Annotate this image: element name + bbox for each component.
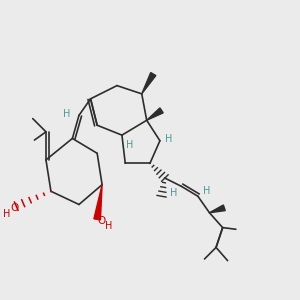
Polygon shape [142, 73, 156, 94]
Text: O: O [97, 216, 106, 226]
Text: H: H [166, 134, 173, 144]
Text: H: H [105, 221, 112, 231]
Text: H: H [63, 109, 70, 119]
Polygon shape [94, 185, 102, 220]
Text: O: O [11, 203, 19, 213]
Polygon shape [209, 205, 225, 213]
Text: H: H [3, 209, 11, 219]
Polygon shape [147, 108, 163, 120]
Text: H: H [127, 140, 134, 150]
Text: H: H [203, 186, 211, 196]
Text: H: H [170, 188, 178, 198]
